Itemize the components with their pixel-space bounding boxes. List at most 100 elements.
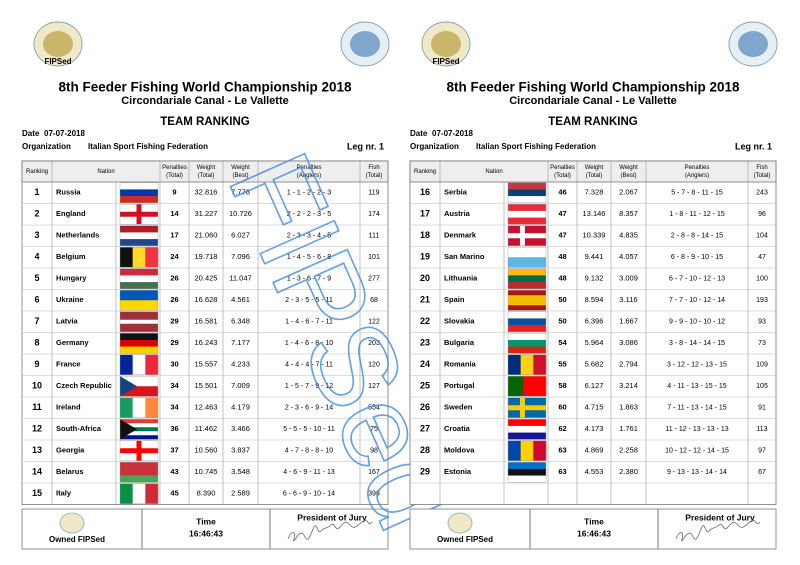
flag bbox=[119, 182, 159, 204]
cell: 16.628 bbox=[195, 295, 218, 304]
cell: Romania bbox=[444, 360, 477, 369]
cell: 3.116 bbox=[619, 295, 637, 304]
flag-stripe bbox=[508, 376, 516, 397]
flag-border bbox=[119, 225, 159, 246]
flag-stripe bbox=[508, 268, 546, 276]
cell: 19 bbox=[420, 252, 430, 262]
cell: Sweden bbox=[444, 403, 473, 412]
flag-stripe bbox=[145, 247, 159, 268]
cell: 20 bbox=[420, 273, 430, 283]
cell: 2.794 bbox=[619, 360, 638, 369]
cell: 29 bbox=[170, 317, 178, 326]
cell: 4 - 6 - 9 - 11 - 13 bbox=[283, 469, 335, 476]
cell: 9.132 bbox=[585, 274, 604, 283]
flag bbox=[119, 204, 159, 225]
cell: Bulgaria bbox=[444, 338, 475, 347]
column-header: Nation bbox=[485, 169, 502, 175]
flag-border bbox=[507, 182, 547, 203]
cell: 15 bbox=[32, 488, 42, 498]
flag-stripe bbox=[120, 468, 158, 476]
cell: 3.548 bbox=[231, 467, 250, 476]
cell: 26 bbox=[170, 295, 178, 304]
column-header: Nation bbox=[97, 169, 114, 175]
flag-stripe bbox=[508, 425, 546, 433]
cell: 17 bbox=[170, 231, 178, 240]
column-header: Ranking bbox=[414, 169, 436, 175]
cell: Spain bbox=[444, 295, 465, 304]
cell: 34 bbox=[170, 403, 179, 412]
flag bbox=[507, 225, 547, 246]
flag-border bbox=[119, 204, 159, 225]
flag bbox=[507, 290, 547, 311]
cell: 7.177 bbox=[231, 338, 250, 347]
cell: Russia bbox=[56, 188, 81, 197]
org-label: Organization bbox=[410, 142, 459, 151]
flag-border bbox=[507, 204, 547, 225]
flag-stripe bbox=[120, 386, 158, 397]
flag-stripe bbox=[120, 376, 158, 387]
flag-stripe bbox=[508, 204, 546, 212]
cell: Germany bbox=[56, 338, 89, 347]
flag-stripe bbox=[120, 427, 158, 432]
cell: Belgium bbox=[56, 252, 86, 261]
flag-stripe bbox=[120, 435, 158, 440]
cell: 47 bbox=[758, 254, 766, 261]
cell: 119 bbox=[368, 190, 379, 197]
cell: 63 bbox=[558, 467, 566, 476]
cell: 4.715 bbox=[585, 403, 604, 412]
cell: Denmark bbox=[444, 231, 477, 240]
cell: 97 bbox=[758, 448, 766, 455]
flag-stripe bbox=[508, 318, 546, 326]
cell: 18 bbox=[420, 230, 430, 240]
cell: 6 - 6 - 9 - 10 - 14 bbox=[283, 491, 335, 498]
cell: 3.009 bbox=[619, 274, 638, 283]
cell: 2.380 bbox=[619, 467, 638, 476]
flag-border bbox=[119, 376, 159, 397]
org: Italian Sport Fishing Federation bbox=[88, 142, 208, 151]
column-header: (Total) bbox=[198, 173, 215, 179]
flag-cross bbox=[508, 233, 546, 239]
cell: 3.214 bbox=[619, 381, 638, 390]
flag bbox=[119, 376, 159, 397]
cell: 32.816 bbox=[195, 188, 218, 197]
flag-stripe bbox=[520, 354, 534, 375]
cell: 10.745 bbox=[195, 467, 218, 476]
flag-border bbox=[119, 483, 159, 504]
cell: 554 bbox=[368, 405, 380, 412]
cell: 26 bbox=[170, 274, 178, 283]
heading: TEAM RANKING bbox=[548, 116, 637, 128]
cell: Ireland bbox=[56, 403, 81, 412]
cell: 104 bbox=[756, 233, 768, 240]
cell: Hungary bbox=[56, 274, 87, 283]
flag-stripe bbox=[538, 376, 547, 397]
flag bbox=[507, 204, 547, 225]
cell: 1 - 8 - 11 - 12 - 15 bbox=[669, 211, 725, 218]
cell: 11.047 bbox=[229, 274, 251, 283]
cell: 6 - 7 - 10 - 12 - 13 bbox=[669, 276, 725, 283]
flag-stripe bbox=[530, 376, 539, 397]
flag-stripe bbox=[120, 239, 158, 247]
flag-border bbox=[119, 462, 159, 483]
cell: Estonia bbox=[444, 467, 472, 476]
flag bbox=[119, 440, 159, 461]
cell: 98 bbox=[370, 448, 378, 455]
cell: 15.501 bbox=[195, 381, 218, 390]
flag-stripe bbox=[145, 354, 159, 375]
cell: 12.463 bbox=[195, 403, 218, 412]
cell: 277 bbox=[368, 276, 380, 283]
flag-stripe bbox=[508, 182, 546, 190]
cell: 4.553 bbox=[585, 467, 604, 476]
flag-border bbox=[507, 440, 547, 461]
cell: 16.581 bbox=[195, 317, 218, 326]
cell: 193 bbox=[756, 297, 768, 304]
flag-stripe bbox=[120, 333, 158, 341]
cell: 11 bbox=[32, 402, 42, 412]
flag-cross bbox=[120, 211, 158, 217]
flag-triangle bbox=[120, 419, 138, 440]
cell: 46 bbox=[558, 188, 566, 197]
cell: 4 - 7 - 8 - 8 - 10 bbox=[285, 448, 333, 455]
flag-stripe bbox=[508, 282, 546, 290]
flag-stripe bbox=[508, 196, 546, 204]
flag-stripe bbox=[508, 305, 546, 311]
